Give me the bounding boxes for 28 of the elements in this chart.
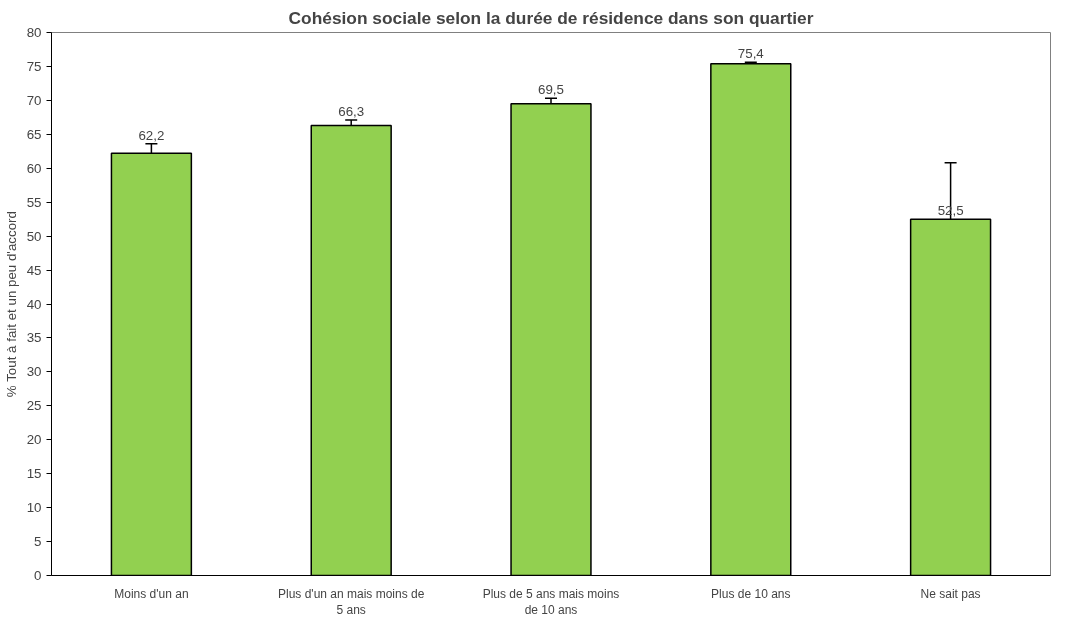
y-tick-label: 80 bbox=[26, 25, 42, 40]
y-tick-label: 10 bbox=[26, 500, 42, 516]
y-tick-label: 45 bbox=[26, 262, 42, 278]
data-label: 75,4 bbox=[737, 46, 765, 62]
y-tick-label: 25 bbox=[26, 398, 42, 414]
y-tick-label: 60 bbox=[26, 160, 42, 176]
y-tick-label: 40 bbox=[26, 296, 42, 312]
y-tick-label: 70 bbox=[26, 92, 42, 108]
data-label: 62,2 bbox=[138, 127, 165, 143]
y-tick-label: 30 bbox=[26, 364, 42, 380]
data-label: 66,3 bbox=[338, 104, 365, 120]
x-tick-label: Plus de 10 ans bbox=[711, 586, 791, 601]
y-tick-label: 5 bbox=[34, 534, 42, 550]
x-tick-label: Ne sait pas bbox=[920, 586, 981, 601]
chart-title: Cohésion sociale selon la durée de résidence dans son quartier bbox=[288, 7, 814, 28]
x-tick-label: Plus de 5 ans mais moins de 10 ans bbox=[482, 586, 620, 618]
y-tick-label: 15 bbox=[26, 466, 42, 482]
data-label: 69,5 bbox=[538, 82, 564, 98]
y-tick-label: 65 bbox=[26, 126, 42, 142]
y-tick-label: 35 bbox=[26, 330, 42, 346]
y-tick-label: 75 bbox=[26, 58, 42, 74]
y-tick-label: 20 bbox=[26, 432, 42, 448]
x-tick-label: Moins d'un an bbox=[114, 586, 189, 601]
y-tick-label: 50 bbox=[26, 228, 42, 244]
y-tick-label: 55 bbox=[26, 194, 42, 210]
y-tick-label: 0 bbox=[34, 568, 42, 583]
x-tick-label: Plus d'un an mais moins de 5 ans bbox=[278, 586, 425, 618]
y-axis-title: % Tout à fait et un peu d'accord bbox=[3, 211, 19, 398]
